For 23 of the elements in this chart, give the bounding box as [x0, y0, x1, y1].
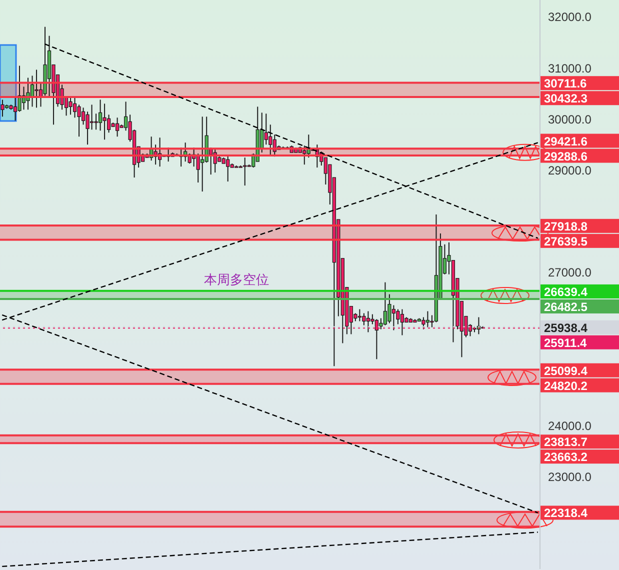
ref-line-label: 26482.5: [544, 300, 588, 314]
y-tick-label: 32000.0: [548, 10, 592, 24]
ref-line-label: 25938.4: [544, 320, 588, 335]
ref-line-label: 29288.6: [544, 149, 588, 164]
y-tick-label: 27000.0: [548, 266, 592, 280]
ref-line-label: 24820.2: [544, 378, 588, 393]
y-tick-label: 23000.0: [548, 470, 592, 484]
ref-line-label: 30711.6: [544, 76, 588, 91]
ref-line-label: 23813.7: [544, 435, 588, 450]
y-tick-label: 31000.0: [548, 61, 592, 76]
ref-line-label: 27639.5: [544, 234, 588, 248]
annotation: 本周多空位: [204, 272, 269, 287]
y-tick-label: 30000.0: [548, 112, 592, 126]
ref-line-label: 22318.4: [544, 506, 588, 520]
ref-line-label: 23663.2: [544, 450, 588, 464]
ref-line-label: 29421.6: [544, 134, 588, 148]
ref-line-label: 27918.8: [544, 219, 588, 234]
ref-line-label: 30432.3: [544, 92, 588, 106]
y-tick-label: 29000.0: [548, 164, 592, 178]
ref-line-label: 26639.4: [544, 284, 588, 299]
ref-line-label: 25099.4: [544, 364, 588, 378]
y-tick-label: 24000.0: [548, 419, 592, 434]
ref-line-label: 25911.4: [544, 336, 588, 350]
